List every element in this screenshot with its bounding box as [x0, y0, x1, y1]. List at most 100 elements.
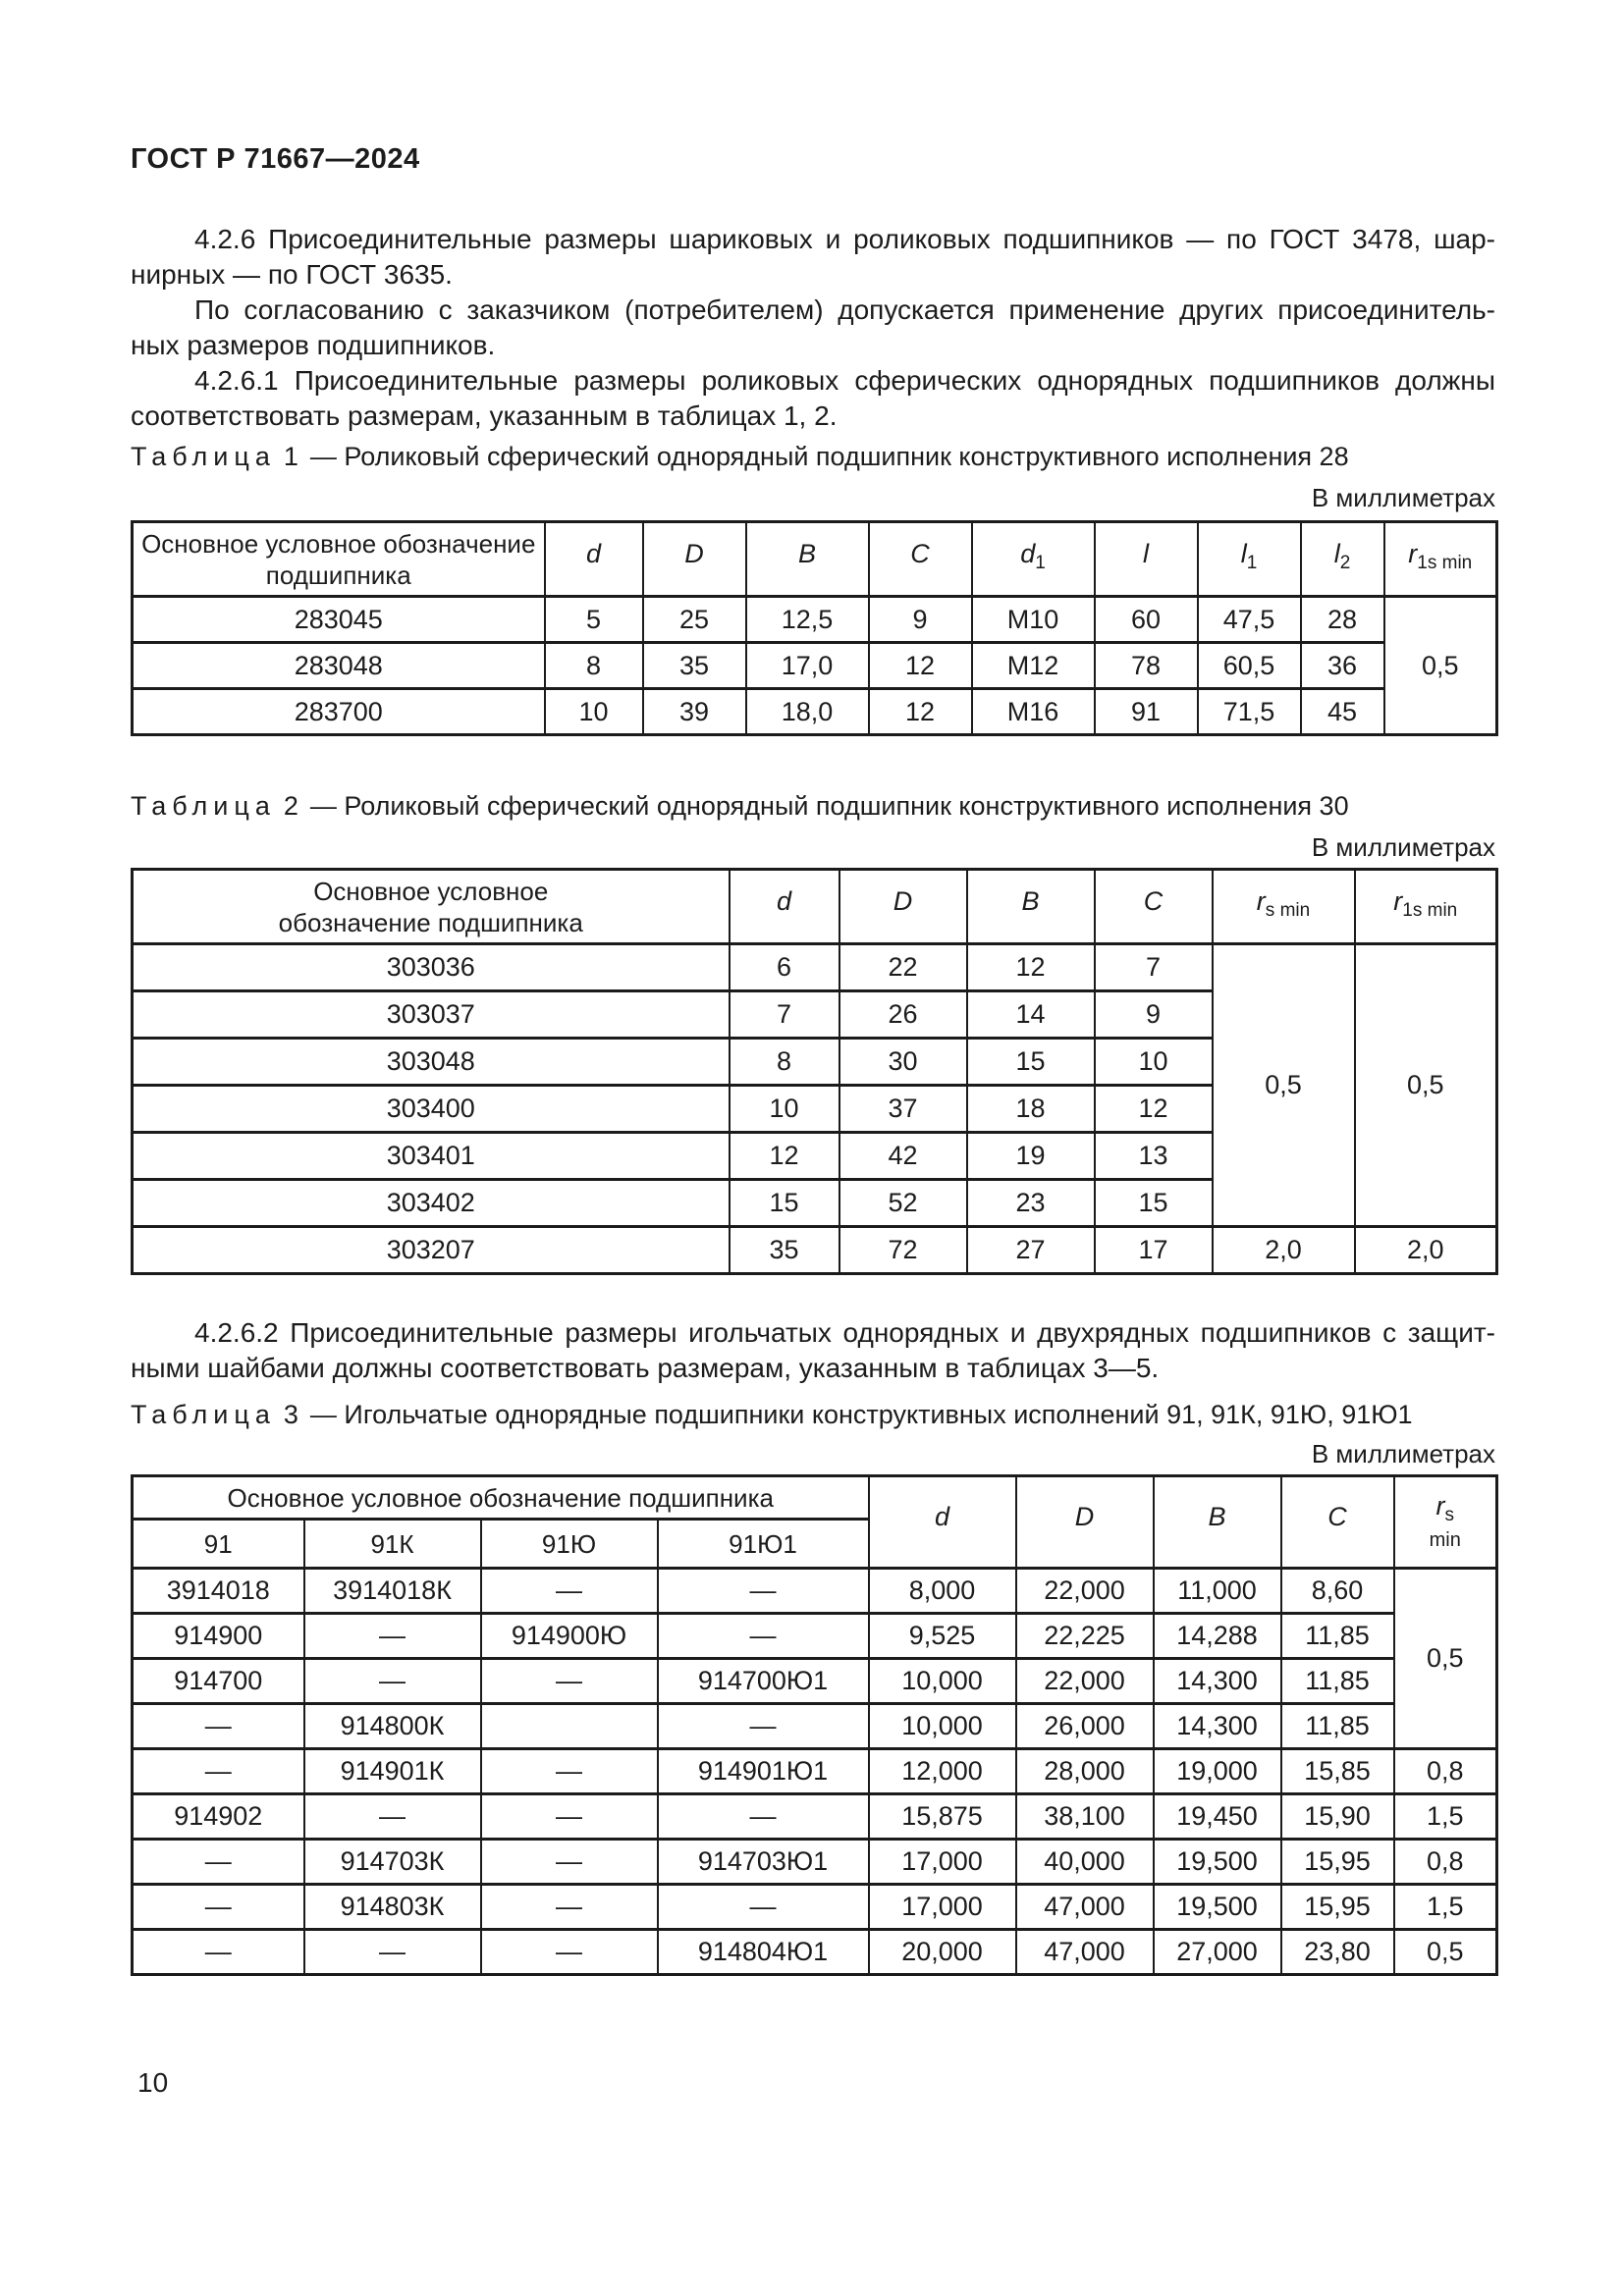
subcol-header-91k: 91К — [302, 1518, 482, 1570]
table-cell: 15 — [1093, 1178, 1214, 1228]
table-cell: 15,85 — [1279, 1747, 1395, 1795]
table-cell: 14,288 — [1152, 1612, 1282, 1660]
col-header-D: D — [1014, 1474, 1155, 1570]
table-cell: 12 — [965, 942, 1096, 992]
col-header-d: d — [867, 1474, 1017, 1570]
subcol-header-91yu1: 91Ю1 — [656, 1518, 870, 1570]
col-header-d: d — [543, 520, 644, 598]
table-cell: 5 — [543, 595, 644, 644]
table3-header-row-1: Основное условное обозначение подшипника… — [131, 1474, 1498, 1570]
table-row: 914900—914900Ю —9,525 22,225 14,288 11,85 — [131, 1612, 1497, 1660]
table-3: Основное условное обозначение подшипника… — [131, 1474, 1499, 1976]
table-cell: 52 — [838, 1178, 968, 1228]
table-cell: 8,60 — [1279, 1567, 1395, 1615]
table-cell: 10,000 — [867, 1657, 1017, 1705]
table-cell: 9 — [867, 595, 973, 644]
table-cell: 303401 — [131, 1131, 731, 1181]
paragraph-line: соответствовать размерам, указанным в та… — [131, 400, 838, 431]
table-cell: 23 — [965, 1178, 1096, 1228]
table-row: 283048 8 35 17,0 12 М12 78 60,5 36 — [131, 641, 1497, 690]
table-cell: 7 — [1093, 942, 1214, 992]
subcol-header-91: 91 — [131, 1518, 305, 1570]
table-cell: 10,000 — [867, 1702, 1017, 1750]
units-note-3: В миллиметрах — [1311, 1439, 1495, 1468]
table-2-wrap: Основное условное обозначение подшипника… — [131, 868, 1498, 1275]
caption-number: 3 — [283, 1400, 298, 1429]
table-cell: 0,5 — [1353, 942, 1498, 1228]
table-cell: 36 — [1299, 641, 1385, 690]
table-cell: 47,000 — [1014, 1883, 1155, 1931]
col-header-B: B — [1152, 1474, 1282, 1570]
col-header-D: D — [838, 868, 968, 945]
table-cell: — — [302, 1928, 482, 1976]
table-row: 303048 8 30 15 10 — [131, 1037, 1497, 1087]
table-cell: 914901К — [302, 1747, 482, 1795]
table-cell: 22,000 — [1014, 1567, 1155, 1615]
col-header-l: l — [1093, 520, 1199, 598]
table3-header-row-2: 91 91К 91Ю 91Ю1 — [131, 1518, 1497, 1570]
caption-text: — Роликовый сферический однорядный подши… — [309, 442, 1349, 471]
table-cell: 914804Ю1 — [656, 1928, 870, 1976]
paragraph-line: ных размеров подшипников. — [131, 330, 496, 360]
table-cell: 14,300 — [1152, 1657, 1282, 1705]
paragraph-line: нирных — по ГОСТ 3635. — [131, 259, 453, 290]
table-cell: — — [131, 1702, 305, 1750]
table-cell: 42 — [838, 1131, 968, 1181]
col-header-d: d — [728, 868, 840, 945]
caption-label: Таблица — [131, 1400, 276, 1429]
table-cell: 12 — [867, 641, 973, 690]
table-cell: — — [479, 1838, 659, 1886]
col-header-rs-min: rs min — [1392, 1474, 1498, 1570]
table-cell: 3914018К — [302, 1567, 482, 1615]
table-cell: 19 — [965, 1131, 1096, 1181]
table-cell: 15 — [965, 1037, 1096, 1087]
table-row: 283700 10 39 18,0 12 М16 91 71,5 45 — [131, 687, 1497, 736]
col-header-B: B — [744, 520, 870, 598]
caption-label: Таблица — [131, 442, 276, 471]
table-cell: 20,000 — [867, 1928, 1017, 1976]
table-cell: — — [479, 1657, 659, 1705]
table-cell: — — [656, 1567, 870, 1615]
col-header-D: D — [641, 520, 747, 598]
table-row: 914700— —914700Ю1 10,000 22,000 14,300 11,85 — [131, 1657, 1497, 1705]
table-cell: 14,300 — [1152, 1702, 1282, 1750]
paragraph-agreement: По согласованию с заказчиком (потребител… — [131, 293, 1495, 363]
table-cell: 12 — [1093, 1084, 1214, 1134]
table-cell: 26,000 — [1014, 1702, 1155, 1750]
table-cell: 23,80 — [1279, 1928, 1395, 1976]
table-cell: 914800К — [302, 1702, 482, 1750]
table-cell: — — [479, 1747, 659, 1795]
table-cell: 71,5 — [1196, 687, 1302, 736]
table-cell: 11,85 — [1279, 1612, 1395, 1660]
table-cell: 37 — [838, 1084, 968, 1134]
table-cell: 283700 — [131, 687, 546, 736]
table-cell: 0,8 — [1392, 1747, 1498, 1795]
table1-header-row: Основное условное обозначение подшипника… — [131, 520, 1498, 598]
table-cell: 17,000 — [867, 1838, 1017, 1886]
table-cell: 15,875 — [867, 1792, 1017, 1841]
table-2: Основное условное обозначение подшипника… — [131, 868, 1498, 1275]
table1-body: 283045 5 25 12,5 9 М10 60 47,5 28 0,5 283048 8 35 17,… — [131, 595, 1498, 736]
table-cell: 47,000 — [1014, 1928, 1155, 1976]
table-cell: — — [656, 1792, 870, 1841]
table-cell: 11,85 — [1279, 1702, 1395, 1750]
table-cell: 38,100 — [1014, 1792, 1155, 1841]
caption-text: — Роликовый сферический однорядный подши… — [309, 791, 1349, 821]
table-row: 303207 35 72 27 17 2,0 2,0 — [131, 1225, 1498, 1275]
table-cell: — — [302, 1612, 482, 1660]
table-cell: 28,000 — [1014, 1747, 1155, 1795]
table-cell: 35 — [728, 1225, 840, 1275]
table-cell: 914803К — [302, 1883, 482, 1931]
table-cell: 78 — [1093, 641, 1199, 690]
table-cell: 28 — [1299, 595, 1385, 644]
table-cell: — — [656, 1612, 870, 1660]
table2-header-row: Основное условное обозначение подшипника… — [131, 868, 1498, 945]
table-cell: 0,5 — [1382, 595, 1498, 736]
table-cell: 914900 — [131, 1612, 305, 1660]
table-cell: — — [656, 1702, 870, 1750]
table-cell: 0,5 — [1211, 942, 1356, 1228]
table-cell: 303036 — [131, 942, 731, 992]
table-cell: 30 — [838, 1037, 968, 1087]
caption-text: — Игольчатые однорядные подшипники конст… — [309, 1400, 1413, 1429]
table-cell: 14 — [965, 989, 1096, 1040]
